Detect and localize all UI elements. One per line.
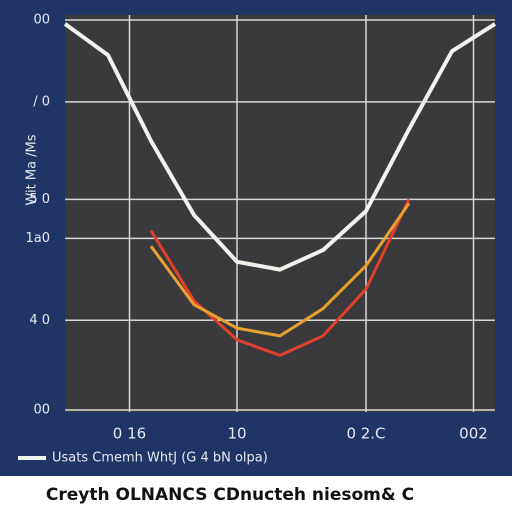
y-tick-label: / 0 [33,94,50,109]
plot-area [65,15,495,412]
y-tick-label: 00 [33,403,50,418]
y-tick-label: 1a0 [25,231,50,246]
x-tick-label: 0 16 [113,425,146,443]
chart-title: Creyth OLNANCS CDnucteh niesom& C [46,485,414,505]
y-tick-label: 5 0 [29,192,50,207]
series-line [149,202,411,338]
legend-label: Usats Cmemh WhtJ (G 4 bN olpa) [52,451,268,466]
x-tick-label: 10 [227,425,246,443]
y-tick-label: 4 0 [29,313,50,328]
x-tick-label: 002 [459,425,488,443]
y-axis-label: Wit Ma /Ms [25,134,40,205]
y-tick-label: 00 [33,13,50,28]
series-line [149,198,411,357]
x-tick-label: 0 2.C [346,425,385,443]
series-line [63,22,497,272]
